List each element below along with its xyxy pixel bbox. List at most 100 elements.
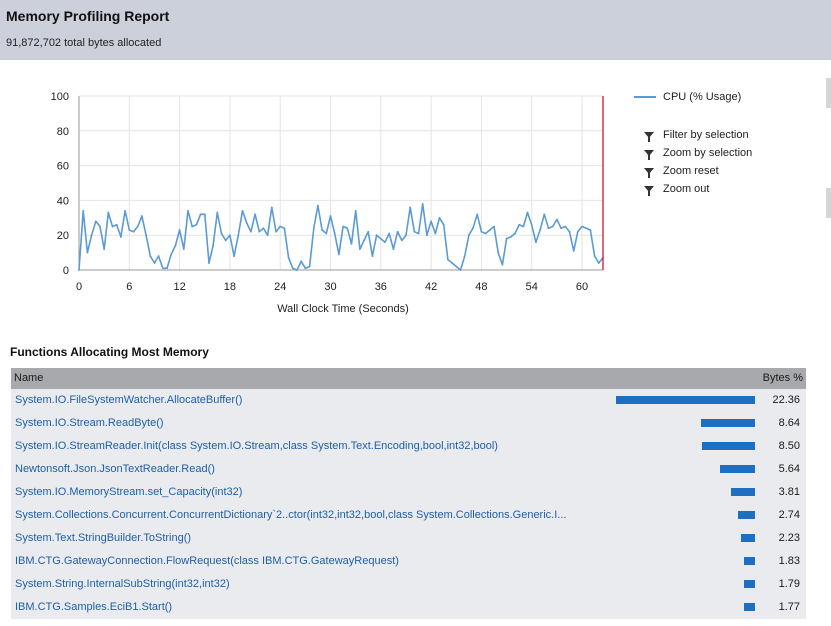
cpu-usage-point [178,229,181,231]
table-row[interactable]: System.Text.StringBuilder.ToString() 2.2… [11,527,806,550]
table-row[interactable]: System.IO.Stream.ReadByte() 8.64 [11,412,806,435]
vertical-scrollbar[interactable] [826,60,831,626]
filter-by-selection-button[interactable]: Filter by selection [644,126,752,144]
cpu-usage-point [501,263,504,266]
cpu-usage-point [463,255,466,257]
cpu-usage-point [124,209,127,212]
x-tick-label: 54 [526,281,538,293]
bytes-percent-bar [737,511,755,519]
cpu-usage-point [530,223,533,226]
cpu-usage-point [497,251,500,254]
bytes-percent-value: 8.64 [778,417,800,429]
chart-grid [78,95,603,271]
cpu-usage-point [346,227,349,230]
cpu-usage-point [522,225,525,228]
cpu-usage-point [90,234,93,237]
function-name-link[interactable]: System.IO.Stream.ReadByte() [15,417,164,429]
cpu-usage-point [354,209,357,212]
total-bytes-summary: 91,872,702 total bytes allocated [6,37,162,49]
function-name-link[interactable]: Newtonsoft.Json.JsonTextReader.Read() [15,463,215,475]
legend-label: CPU (% Usage) [663,91,742,103]
y-tick-label: 20 [57,230,69,242]
report-title: Memory Profiling Report [6,8,170,24]
table-header: Name Bytes % [11,368,806,389]
cpu-usage-point [182,248,185,251]
cpu-usage-point [509,236,512,238]
zoom-out-icon [644,186,654,196]
cpu-usage-point [409,206,412,209]
cpu-usage-point [581,225,583,228]
chart-actions: Filter by selection Zoom by selection Zo… [644,126,752,198]
column-header-name[interactable]: Name [14,372,44,384]
x-tick-label: 42 [425,281,437,293]
cpu-usage-point [149,255,152,257]
bytes-percent-bar [741,534,755,542]
bytes-percent-value: 2.74 [778,509,800,521]
cpu-usage-point [547,227,550,230]
function-name-link[interactable]: IBM.CTG.Samples.EciB1.Start() [15,601,173,613]
table-row[interactable]: System.IO.FileSystemWatcher.AllocateBuff… [11,389,806,412]
cpu-usage-point [493,225,495,228]
bytes-percent-bar [743,557,755,565]
column-header-bytes-percent[interactable]: Bytes % [762,372,803,384]
cpu-usage-point [275,230,277,233]
x-tick-label: 6 [126,281,132,293]
cpu-usage-point [237,234,240,237]
table-row[interactable]: System.IO.StreamReader.Init(class System… [11,435,806,458]
table-row[interactable]: Newtonsoft.Json.JsonTextReader.Read() 5.… [11,458,806,481]
cpu-usage-point [103,248,106,251]
cpu-usage-point [572,249,575,252]
cpu-usage-point [161,267,164,270]
action-label: Zoom by selection [663,147,753,159]
cpu-usage-chart[interactable]: 0 20 40 60 80 100 0 6 12 18 24 30 36 42 48 54 60 Wall Cl… [0,60,625,330]
function-name-link[interactable]: System.IO.MemoryStream.set_Capacity(int3… [15,486,243,498]
cpu-usage-point [254,213,256,216]
cpu-usage-point [505,237,508,240]
cpu-usage-point [480,230,483,233]
chart-axes: 0 20 40 60 80 100 0 6 12 18 24 30 36 42 48 54 60 [51,91,603,293]
cpu-usage-point [371,255,374,257]
zoom-by-selection-button[interactable]: Zoom by selection [644,144,752,162]
table-row[interactable]: System.Collections.Concurrent.Concurrent… [11,504,806,527]
cpu-usage-point [514,232,516,235]
function-name-link[interactable]: System.Text.StringBuilder.ToString() [15,532,192,544]
zoom-reset-button[interactable]: Zoom reset [644,162,752,180]
cpu-usage-point [296,269,298,271]
table-row[interactable]: IBM.CTG.GatewayConnection.FlowRequest(cl… [11,550,806,573]
bytes-percent-bar [731,488,755,496]
y-tick-label: 60 [57,161,69,173]
function-name-link[interactable]: System.IO.StreamReader.Init(class System… [15,440,498,452]
x-tick-label: 0 [76,281,82,293]
cpu-usage-point [367,230,370,233]
x-tick-label: 12 [173,281,185,293]
function-name-link[interactable]: System.Collections.Concurrent.Concurrent… [15,509,567,521]
cpu-usage-point [384,241,386,244]
bytes-percent-bar [701,419,755,427]
zoom-reset-icon [644,168,654,178]
function-name-link[interactable]: System.String.InternalSubString(int32,in… [15,578,230,590]
cpu-usage-point [291,267,294,270]
cpu-usage-point [426,234,428,237]
cpu-usage-point [279,225,282,228]
cpu-usage-point [358,248,361,251]
table-row[interactable]: IBM.CTG.Samples.EciB1.Start() 1.77 [11,596,806,619]
bytes-percent-value: 1.79 [778,578,800,590]
bytes-percent-value: 5.64 [778,463,800,475]
function-name-link[interactable]: System.IO.FileSystemWatcher.AllocateBuff… [15,394,243,406]
table-row[interactable]: System.String.InternalSubString(int32,in… [11,573,806,596]
cpu-usage-point [476,213,479,216]
cpu-usage-point [312,227,315,230]
cpu-usage-point [128,229,131,231]
cpu-usage-point [472,227,474,230]
bytes-percent-value: 22.36 [772,394,800,406]
cpu-usage-point [430,220,433,223]
cpu-usage-point [333,232,336,235]
bytes-percent-value: 1.83 [778,555,800,567]
cpu-usage-point [107,211,110,214]
function-name-link[interactable]: IBM.CTG.GatewayConnection.FlowRequest(cl… [15,555,399,567]
scrollbar-mark [826,78,831,108]
zoom-out-button[interactable]: Zoom out [644,180,752,198]
x-tick-label: 30 [324,281,336,293]
table-row[interactable]: System.IO.MemoryStream.set_Capacity(int3… [11,481,806,504]
cpu-usage-point [82,209,85,212]
